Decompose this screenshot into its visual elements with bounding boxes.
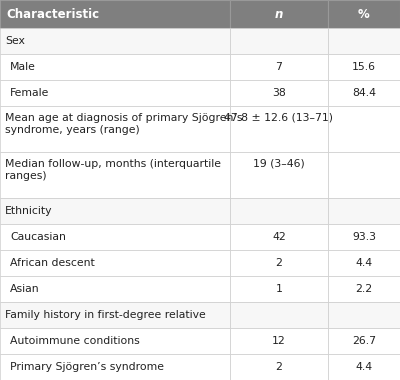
Bar	[0, 276, 230, 302]
Bar	[0, 198, 230, 224]
Bar	[230, 302, 328, 328]
Text: 7: 7	[276, 62, 282, 72]
Text: Caucasian: Caucasian	[10, 232, 66, 242]
Bar	[230, 276, 328, 302]
Text: 19 (3–46): 19 (3–46)	[253, 159, 305, 169]
Bar	[230, 152, 328, 198]
Text: 4.4: 4.4	[356, 258, 372, 268]
Text: Asian: Asian	[10, 284, 40, 294]
Bar	[328, 152, 400, 198]
Text: Primary Sjögren’s syndrome: Primary Sjögren’s syndrome	[10, 362, 164, 372]
Bar	[0, 354, 230, 380]
Text: 4.4: 4.4	[356, 362, 372, 372]
Text: 84.4: 84.4	[352, 88, 376, 98]
Bar	[230, 198, 328, 224]
Text: 2.2: 2.2	[356, 284, 372, 294]
Text: 12: 12	[272, 336, 286, 346]
Bar	[328, 0, 400, 28]
Bar	[0, 152, 230, 198]
Text: 38: 38	[272, 88, 286, 98]
Bar	[0, 302, 230, 328]
Bar	[328, 28, 400, 54]
Bar	[328, 302, 400, 328]
Text: 26.7: 26.7	[352, 336, 376, 346]
Bar	[328, 224, 400, 250]
Text: African descent: African descent	[10, 258, 95, 268]
Text: %: %	[358, 8, 370, 21]
Bar	[230, 106, 328, 152]
Text: Sex: Sex	[5, 36, 25, 46]
Text: Median follow-up, months (interquartile
ranges): Median follow-up, months (interquartile …	[5, 159, 221, 180]
Bar	[0, 80, 230, 106]
Text: Ethnicity: Ethnicity	[5, 206, 52, 216]
Text: Female: Female	[10, 88, 49, 98]
Bar	[230, 28, 328, 54]
Text: Autoimmune conditions: Autoimmune conditions	[10, 336, 140, 346]
Bar	[328, 54, 400, 80]
Text: 2: 2	[276, 362, 282, 372]
Text: n: n	[275, 8, 283, 21]
Bar	[328, 106, 400, 152]
Bar	[328, 250, 400, 276]
Text: 42: 42	[272, 232, 286, 242]
Text: Male: Male	[10, 62, 36, 72]
Bar	[328, 276, 400, 302]
Bar	[0, 54, 230, 80]
Bar	[328, 198, 400, 224]
Bar	[0, 0, 230, 28]
Bar	[328, 80, 400, 106]
Text: 2: 2	[276, 258, 282, 268]
Bar	[0, 106, 230, 152]
Bar	[328, 328, 400, 354]
Text: 15.6: 15.6	[352, 62, 376, 72]
Bar	[230, 80, 328, 106]
Bar	[230, 354, 328, 380]
Text: 1: 1	[276, 284, 282, 294]
Bar	[0, 224, 230, 250]
Bar	[230, 250, 328, 276]
Bar	[0, 28, 230, 54]
Bar	[0, 250, 230, 276]
Bar	[230, 54, 328, 80]
Text: 47.8 ± 12.6 (13–71): 47.8 ± 12.6 (13–71)	[224, 113, 334, 123]
Text: Family history in first-degree relative: Family history in first-degree relative	[5, 310, 206, 320]
Bar	[230, 0, 328, 28]
Bar	[230, 328, 328, 354]
Bar	[230, 224, 328, 250]
Text: 93.3: 93.3	[352, 232, 376, 242]
Bar	[0, 328, 230, 354]
Text: Characteristic: Characteristic	[6, 8, 99, 21]
Text: Mean age at diagnosis of primary Sjögren’s
syndrome, years (range): Mean age at diagnosis of primary Sjögren…	[5, 113, 242, 135]
Bar	[328, 354, 400, 380]
